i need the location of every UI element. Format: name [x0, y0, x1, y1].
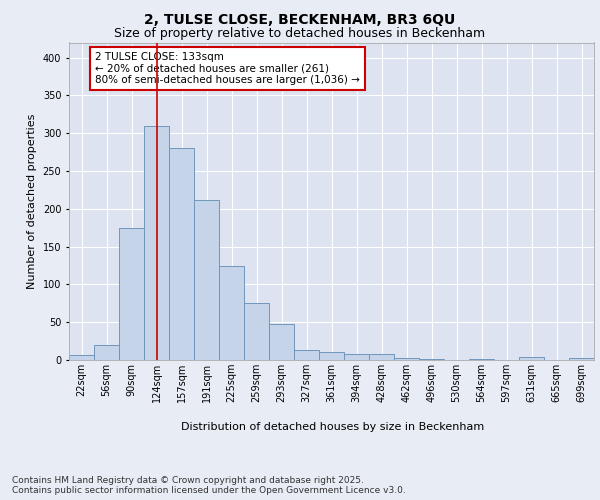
Text: Size of property relative to detached houses in Beckenham: Size of property relative to detached ho… [115, 28, 485, 40]
Bar [469, 359, 494, 360]
Text: Distribution of detached houses by size in Beckenham: Distribution of detached houses by size … [181, 422, 485, 432]
Text: Contains HM Land Registry data © Crown copyright and database right 2025.
Contai: Contains HM Land Registry data © Crown c… [12, 476, 406, 495]
Bar [394, 358, 419, 360]
Bar [144, 126, 169, 360]
Bar [269, 324, 294, 360]
Bar [294, 350, 319, 360]
Bar [194, 200, 219, 360]
Bar [119, 228, 144, 360]
Bar [169, 148, 194, 360]
Bar [344, 354, 369, 360]
Bar [219, 266, 244, 360]
Text: 2 TULSE CLOSE: 133sqm
← 20% of detached houses are smaller (261)
80% of semi-det: 2 TULSE CLOSE: 133sqm ← 20% of detached … [95, 52, 360, 85]
Bar [569, 358, 594, 360]
Y-axis label: Number of detached properties: Number of detached properties [27, 114, 37, 289]
Bar [69, 356, 94, 360]
Bar [419, 359, 444, 360]
Bar [369, 354, 394, 360]
Bar [94, 345, 119, 360]
Bar [244, 304, 269, 360]
Bar [319, 352, 344, 360]
Text: 2, TULSE CLOSE, BECKENHAM, BR3 6QU: 2, TULSE CLOSE, BECKENHAM, BR3 6QU [145, 12, 455, 26]
Bar [519, 357, 544, 360]
